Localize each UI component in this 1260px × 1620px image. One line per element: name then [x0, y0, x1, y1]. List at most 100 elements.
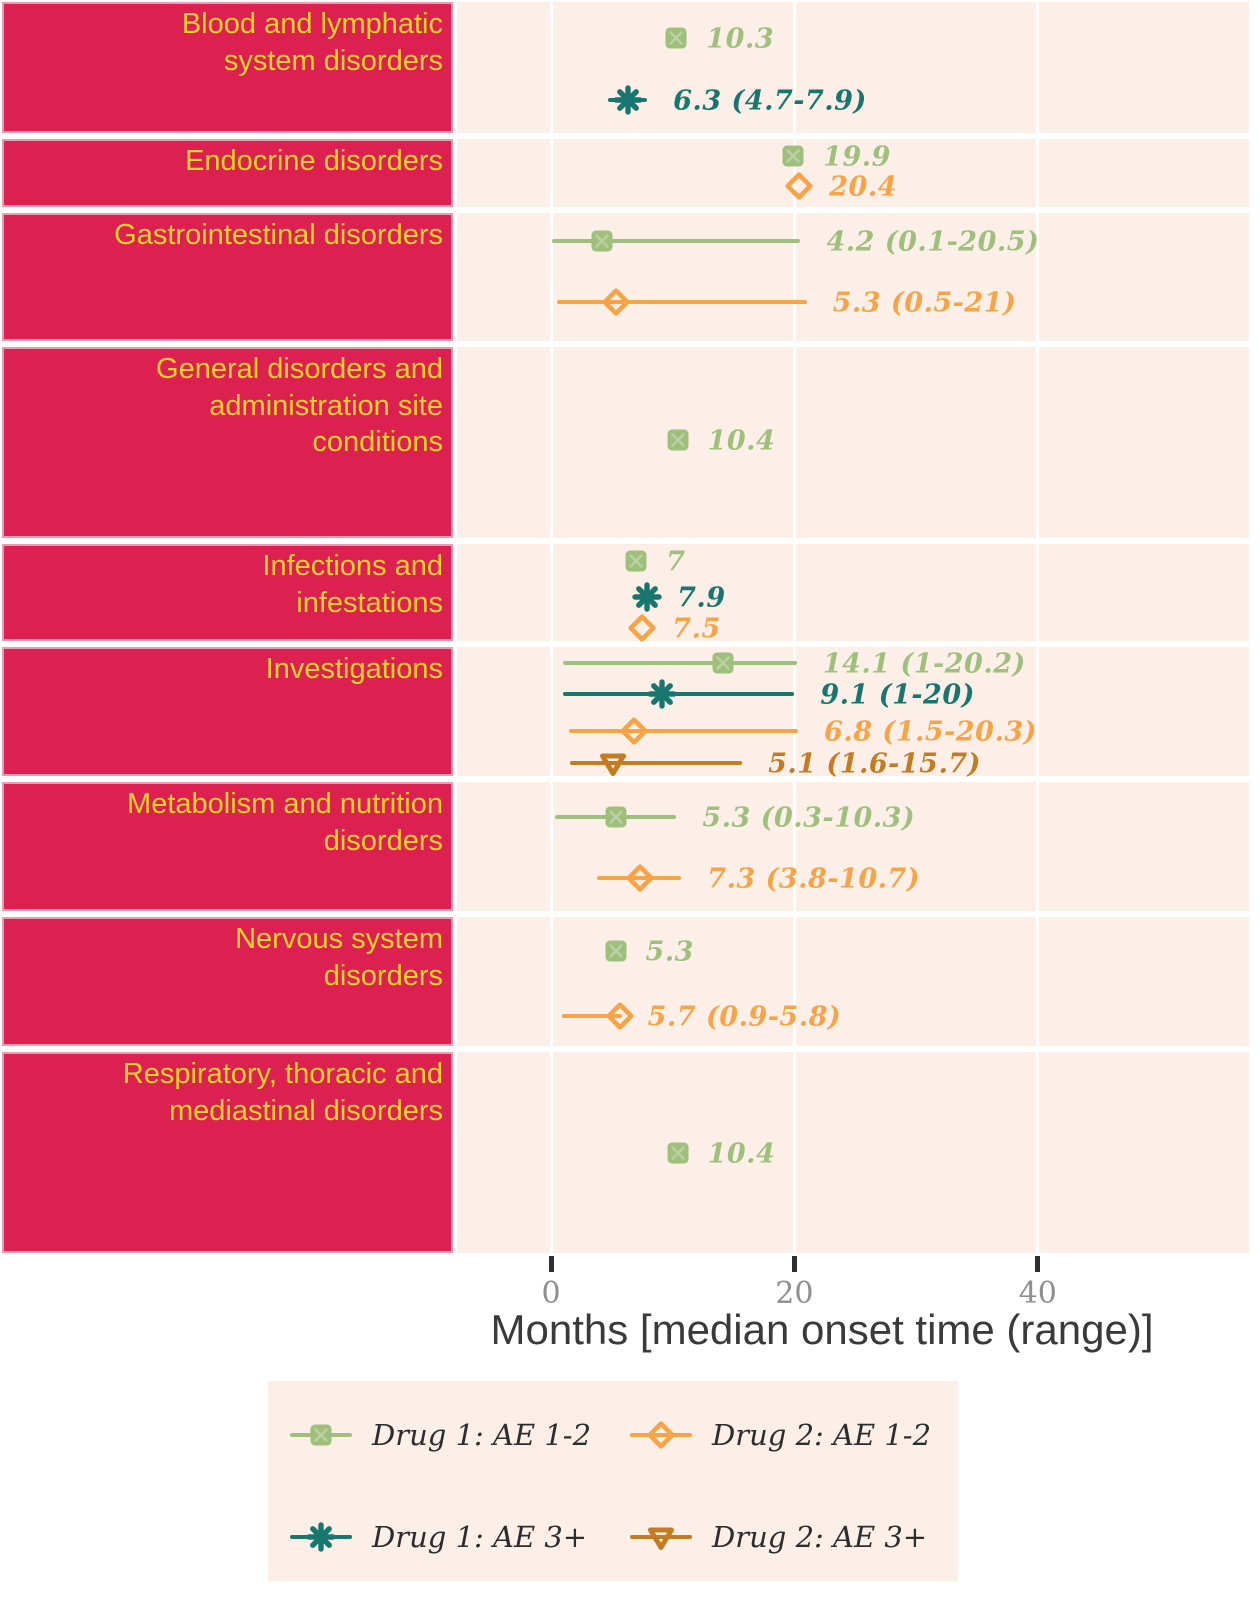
diamond-marker-icon	[619, 716, 649, 746]
gridline	[549, 139, 553, 207]
legend-key	[630, 1420, 692, 1450]
legend: Drug 1: AE 1-2 Drug 2: AE 1-2 Drug 1: AE 3…	[268, 1381, 958, 1581]
square-cross-marker-icon	[661, 23, 691, 53]
facet-row: Infections and infestations 7 7.9 7.5	[0, 544, 1260, 645]
facet-row: Metabolism and nutrition disorders 5.3 (0…	[0, 782, 1260, 911]
square-cross-marker-icon	[663, 425, 693, 455]
triangle-down-marker-icon	[598, 748, 628, 778]
value-label: 10.3	[706, 23, 775, 55]
triangle-down-icon	[646, 1522, 676, 1552]
value-label: 20.4	[829, 171, 898, 203]
diamond-marker-icon	[627, 613, 657, 643]
gridline	[1036, 544, 1040, 641]
value-label: 5.3 (0.3-10.3)	[702, 802, 916, 834]
square-cross-icon	[306, 1420, 336, 1450]
gridline	[549, 782, 553, 911]
facet-plot-panel: 7 7.9 7.5	[457, 544, 1249, 645]
gridline	[792, 347, 796, 538]
gridline	[1036, 1052, 1040, 1253]
diamond-marker-icon	[625, 863, 655, 893]
facet-label-text: Infections and infestations	[262, 550, 443, 619]
facet-plot-panel: 19.9 20.4	[457, 139, 1249, 207]
value-label: 6.8 (1.5-20.3)	[824, 716, 1037, 748]
facet-plot-panel: 5.3 (0.3-10.3) 7.3 (3.8-10.7)	[457, 782, 1249, 911]
legend-item-drug2_ae12: Drug 2: AE 1-2	[630, 1415, 950, 1455]
asterisk-marker-icon	[632, 582, 662, 612]
square-cross-marker-icon	[663, 1138, 693, 1168]
facet-plot-panel: 10.4	[457, 1052, 1249, 1253]
facet-label-text: Endocrine disorders	[185, 145, 443, 177]
square-cross-marker-icon	[601, 936, 631, 966]
facet-plot-panel: 10.3 6.3 (4.7-7.9)	[457, 2, 1249, 133]
legend-key	[630, 1522, 692, 1552]
legend-item-drug1_ae3plus: Drug 1: AE 3+	[290, 1517, 610, 1557]
diamond-marker-icon	[605, 1001, 635, 1031]
facet-row: Gastrointestinal disorders 4.2 (0.1-20.5)…	[0, 213, 1260, 341]
x-axis-tick	[548, 1256, 554, 1272]
diamond-marker-icon	[601, 287, 631, 317]
facet-row: Investigations 14.1 (1-20.2) 9.1 (1-20) 6.8…	[0, 647, 1260, 780]
gridline	[1036, 917, 1040, 1046]
gridline	[549, 213, 553, 341]
gridline	[792, 647, 796, 776]
square-cross-marker-icon	[601, 802, 631, 832]
range-line	[552, 239, 801, 243]
facet-label-panel: Nervous system disorders	[2, 917, 453, 1046]
legend-key-line	[630, 1433, 692, 1437]
facet-label-text: Investigations	[265, 653, 443, 685]
value-label: 6.3 (4.7-7.9)	[673, 85, 867, 117]
facet-label-panel: Metabolism and nutrition disorders	[2, 782, 453, 911]
legend-key-line	[630, 1535, 692, 1539]
value-label: 14.1 (1-20.2)	[822, 648, 1026, 680]
value-label: 4.2 (0.1-20.5)	[826, 226, 1040, 258]
facet-label-panel: Infections and infestations	[2, 544, 453, 641]
x-axis-title: Months [median onset time (range)]	[490, 1306, 1154, 1353]
facet-label-text: Metabolism and nutrition disorders	[127, 788, 443, 857]
square-cross-marker-icon	[708, 648, 738, 678]
value-label: 7	[666, 546, 686, 578]
legend-key	[290, 1522, 352, 1552]
asterisk-marker-icon	[647, 679, 677, 709]
facet-label-text: Blood and lymphatic system disorders	[181, 8, 443, 77]
facet-row: Blood and lymphatic system disorders 10.3…	[0, 2, 1260, 133]
facet-label-panel: Respiratory, thoracic and mediastinal di…	[2, 1052, 453, 1253]
facet-label-panel: Investigations	[2, 647, 453, 776]
facet-label-text: General disorders and administration sit…	[156, 353, 443, 459]
range-line	[563, 692, 795, 696]
gridline	[792, 1052, 796, 1253]
facet-label-panel: Gastrointestinal disorders	[2, 213, 453, 341]
gridline	[549, 544, 553, 641]
facet-label-text: Nervous system disorders	[235, 923, 443, 992]
square-cross-marker-icon	[778, 141, 808, 171]
diamond-icon	[646, 1420, 676, 1450]
gridline	[549, 647, 553, 776]
value-label: 9.1 (1-20)	[820, 679, 975, 711]
asterisk-icon	[306, 1522, 336, 1552]
facet-label-text: Gastrointestinal disorders	[114, 219, 443, 251]
value-label: 10.4	[707, 1138, 776, 1170]
legend-key	[290, 1420, 352, 1450]
facet-label-panel: General disorders and administration sit…	[2, 347, 453, 538]
gridline	[1036, 2, 1040, 133]
legend-label: Drug 1: AE 3+	[372, 1520, 588, 1554]
legend-label: Drug 1: AE 1-2	[372, 1418, 592, 1452]
gridline	[792, 213, 796, 341]
facet-row: Respiratory, thoracic and mediastinal di…	[0, 1052, 1260, 1253]
gridline	[549, 347, 553, 538]
facet-row: Endocrine disorders 19.9 20.4	[0, 139, 1260, 207]
value-label: 7.9	[677, 582, 726, 614]
range-line	[597, 876, 682, 880]
gridline	[1036, 213, 1040, 341]
square-cross-marker-icon	[587, 226, 617, 256]
diamond-marker-icon	[784, 171, 814, 201]
gridline	[549, 1052, 553, 1253]
gridline	[549, 917, 553, 1046]
legend-item-drug1_ae12: Drug 1: AE 1-2	[290, 1415, 610, 1455]
gridline	[1036, 647, 1040, 776]
gridline	[792, 544, 796, 641]
gridline	[1036, 347, 1040, 538]
asterisk-marker-icon	[612, 85, 643, 115]
square-cross-marker-icon	[621, 546, 651, 576]
value-label: 5.3	[645, 936, 694, 968]
